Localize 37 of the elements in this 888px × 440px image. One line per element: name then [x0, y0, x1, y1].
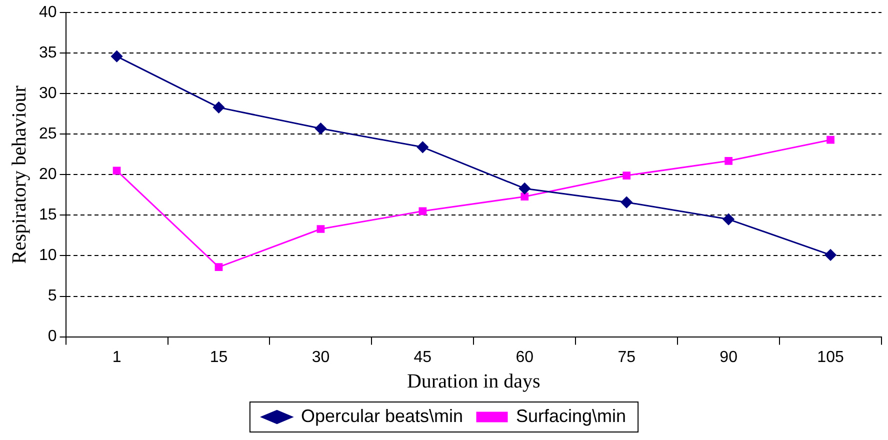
point — [418, 207, 427, 216]
y-tick-label: 30 — [39, 85, 57, 102]
legend-label: Opercular beats\min — [300, 406, 464, 426]
y-axis-title: Respiratory behaviour — [8, 85, 30, 264]
point — [724, 156, 732, 165]
point — [112, 166, 121, 175]
x-tick-label: 30 — [312, 348, 330, 366]
y-tick-label: 10 — [39, 247, 57, 264]
point — [111, 50, 123, 62]
point — [518, 182, 530, 194]
point — [214, 263, 223, 272]
y-tick-label: 15 — [39, 206, 57, 224]
x-axis-title: Duration in days — [406, 370, 541, 392]
point — [620, 196, 632, 208]
point — [824, 249, 836, 261]
point — [520, 192, 529, 201]
y-tick-label: 0 — [48, 328, 57, 346]
x-tick-label: 60 — [516, 348, 534, 366]
point — [416, 141, 428, 153]
point — [314, 122, 326, 134]
legend-label: Surfacing\min — [516, 406, 626, 426]
y-tick-label: 25 — [39, 126, 57, 143]
y-tick-label: 5 — [48, 288, 57, 305]
point — [722, 214, 734, 226]
y-tick-label: 35 — [39, 44, 57, 62]
point — [212, 102, 224, 114]
y-tick-label: 20 — [39, 166, 57, 184]
x-tick-label: 105 — [817, 348, 844, 366]
point — [316, 225, 325, 233]
x-tick-label: 1 — [112, 348, 122, 366]
x-tick-label: 15 — [210, 348, 228, 366]
x-tick-label: 45 — [414, 348, 432, 366]
x-tick-label: 75 — [618, 348, 636, 366]
point — [826, 136, 834, 144]
x-tick-label: 90 — [720, 348, 738, 366]
point — [622, 172, 631, 180]
y-tick-label: 40 — [39, 4, 57, 22]
